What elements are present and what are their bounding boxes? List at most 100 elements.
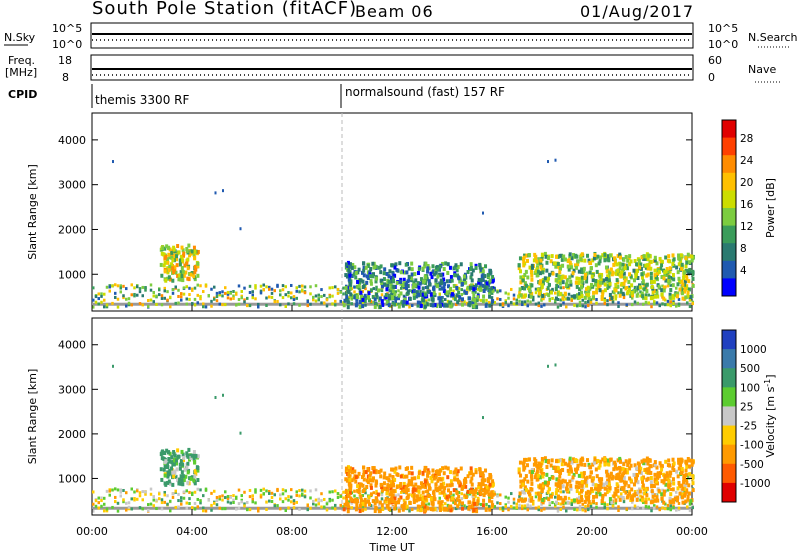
echo-cell xyxy=(353,290,356,294)
echo-cell xyxy=(383,282,387,287)
colorbar-swatch xyxy=(722,278,736,297)
echo-cell xyxy=(627,280,631,285)
colorbar-frame xyxy=(721,119,737,297)
echo-cell xyxy=(491,479,495,484)
echo-cell xyxy=(351,467,355,472)
echo-cell xyxy=(169,509,172,513)
echo-cell xyxy=(314,284,318,288)
echo-cell xyxy=(641,479,645,484)
echo-cell xyxy=(159,262,163,267)
echo-cell xyxy=(603,486,607,491)
echo-cell xyxy=(193,469,197,474)
echo-cell xyxy=(461,302,465,307)
echo-cell xyxy=(615,466,619,471)
echo-cell xyxy=(447,284,451,289)
echo-cell xyxy=(483,489,487,494)
echo-cell xyxy=(595,269,599,274)
echo-cell xyxy=(628,285,631,289)
echo-cell xyxy=(655,495,659,500)
echo-cell xyxy=(391,289,395,294)
echo-cell xyxy=(518,292,521,296)
scatter-cell xyxy=(251,506,254,510)
echo-cell xyxy=(683,491,687,496)
echo-cell xyxy=(595,505,598,509)
echo-cell xyxy=(607,258,611,263)
echo-cell xyxy=(660,479,664,484)
echo-cell xyxy=(545,268,549,273)
echo-cell xyxy=(623,470,627,475)
echo-cell xyxy=(331,286,334,290)
scatter-cell xyxy=(608,302,611,306)
echo-cell xyxy=(659,470,663,475)
echo-cell xyxy=(477,280,481,285)
scatter-cell xyxy=(518,506,521,510)
echo-cell xyxy=(642,461,646,466)
echo-cell xyxy=(493,301,496,305)
echo-cell xyxy=(664,303,667,307)
echo-cell xyxy=(180,274,184,279)
echo-cell xyxy=(639,498,642,502)
echo-cell xyxy=(369,492,373,497)
echo-cell xyxy=(108,289,111,293)
echo-cell xyxy=(587,304,590,308)
echo-cell xyxy=(218,291,221,295)
echo-cell xyxy=(540,252,544,257)
echo-cell xyxy=(636,480,640,485)
echo-cell xyxy=(314,498,318,502)
echo-cell xyxy=(622,485,626,490)
scatter-cell xyxy=(164,302,167,306)
echo-cell xyxy=(412,493,416,498)
echo-cell xyxy=(524,487,528,492)
echo-cell xyxy=(585,279,589,284)
echo-cell xyxy=(366,263,370,268)
echo-cell xyxy=(685,260,689,265)
echo-cell xyxy=(621,291,625,296)
echo-cell xyxy=(226,290,230,294)
echo-cell xyxy=(443,507,447,512)
echo-cell xyxy=(207,498,210,502)
echo-cell xyxy=(432,286,436,291)
echo-cell xyxy=(485,506,488,510)
echo-cell xyxy=(444,465,448,470)
scatter-cell xyxy=(149,506,152,510)
echo-cell xyxy=(460,292,463,296)
echo-cell xyxy=(603,282,607,287)
echo-cell xyxy=(570,500,573,504)
echo-cell xyxy=(380,488,384,493)
echo-cell xyxy=(371,466,375,471)
echo-cell xyxy=(493,490,496,494)
scatter-cell xyxy=(134,302,137,306)
echo-cell xyxy=(644,293,648,297)
echo-cell xyxy=(348,286,352,291)
echo-cell xyxy=(601,291,605,296)
echo-cell xyxy=(430,479,434,484)
echo-cell xyxy=(380,503,384,508)
echo-cell xyxy=(640,272,644,277)
echo-cell xyxy=(184,270,188,275)
scatter-cell xyxy=(452,302,455,306)
echo-cell xyxy=(512,297,516,301)
echo-cell xyxy=(371,294,375,299)
echo-cell xyxy=(257,302,260,306)
scatter-cell xyxy=(689,506,692,510)
echo-cell xyxy=(675,286,678,290)
echo-cell xyxy=(331,498,334,502)
echo-cell xyxy=(270,491,274,495)
echo-cell xyxy=(481,473,485,478)
echo-cell xyxy=(586,285,590,290)
echo-cell xyxy=(616,484,620,489)
scatter-cell xyxy=(551,506,554,510)
echo-cell xyxy=(403,505,407,510)
echo-cell xyxy=(691,272,695,277)
echo-cell xyxy=(598,259,602,264)
echo-cell xyxy=(620,492,623,496)
echo-cell xyxy=(257,509,260,513)
echo-cell xyxy=(188,497,191,501)
echo-cell xyxy=(452,488,456,493)
echo-cell xyxy=(353,494,356,498)
echo-cell xyxy=(394,500,398,505)
echo-cell xyxy=(100,300,103,304)
echo-cell xyxy=(593,253,597,258)
echo-cell xyxy=(474,494,477,498)
echo-cell xyxy=(672,504,675,508)
